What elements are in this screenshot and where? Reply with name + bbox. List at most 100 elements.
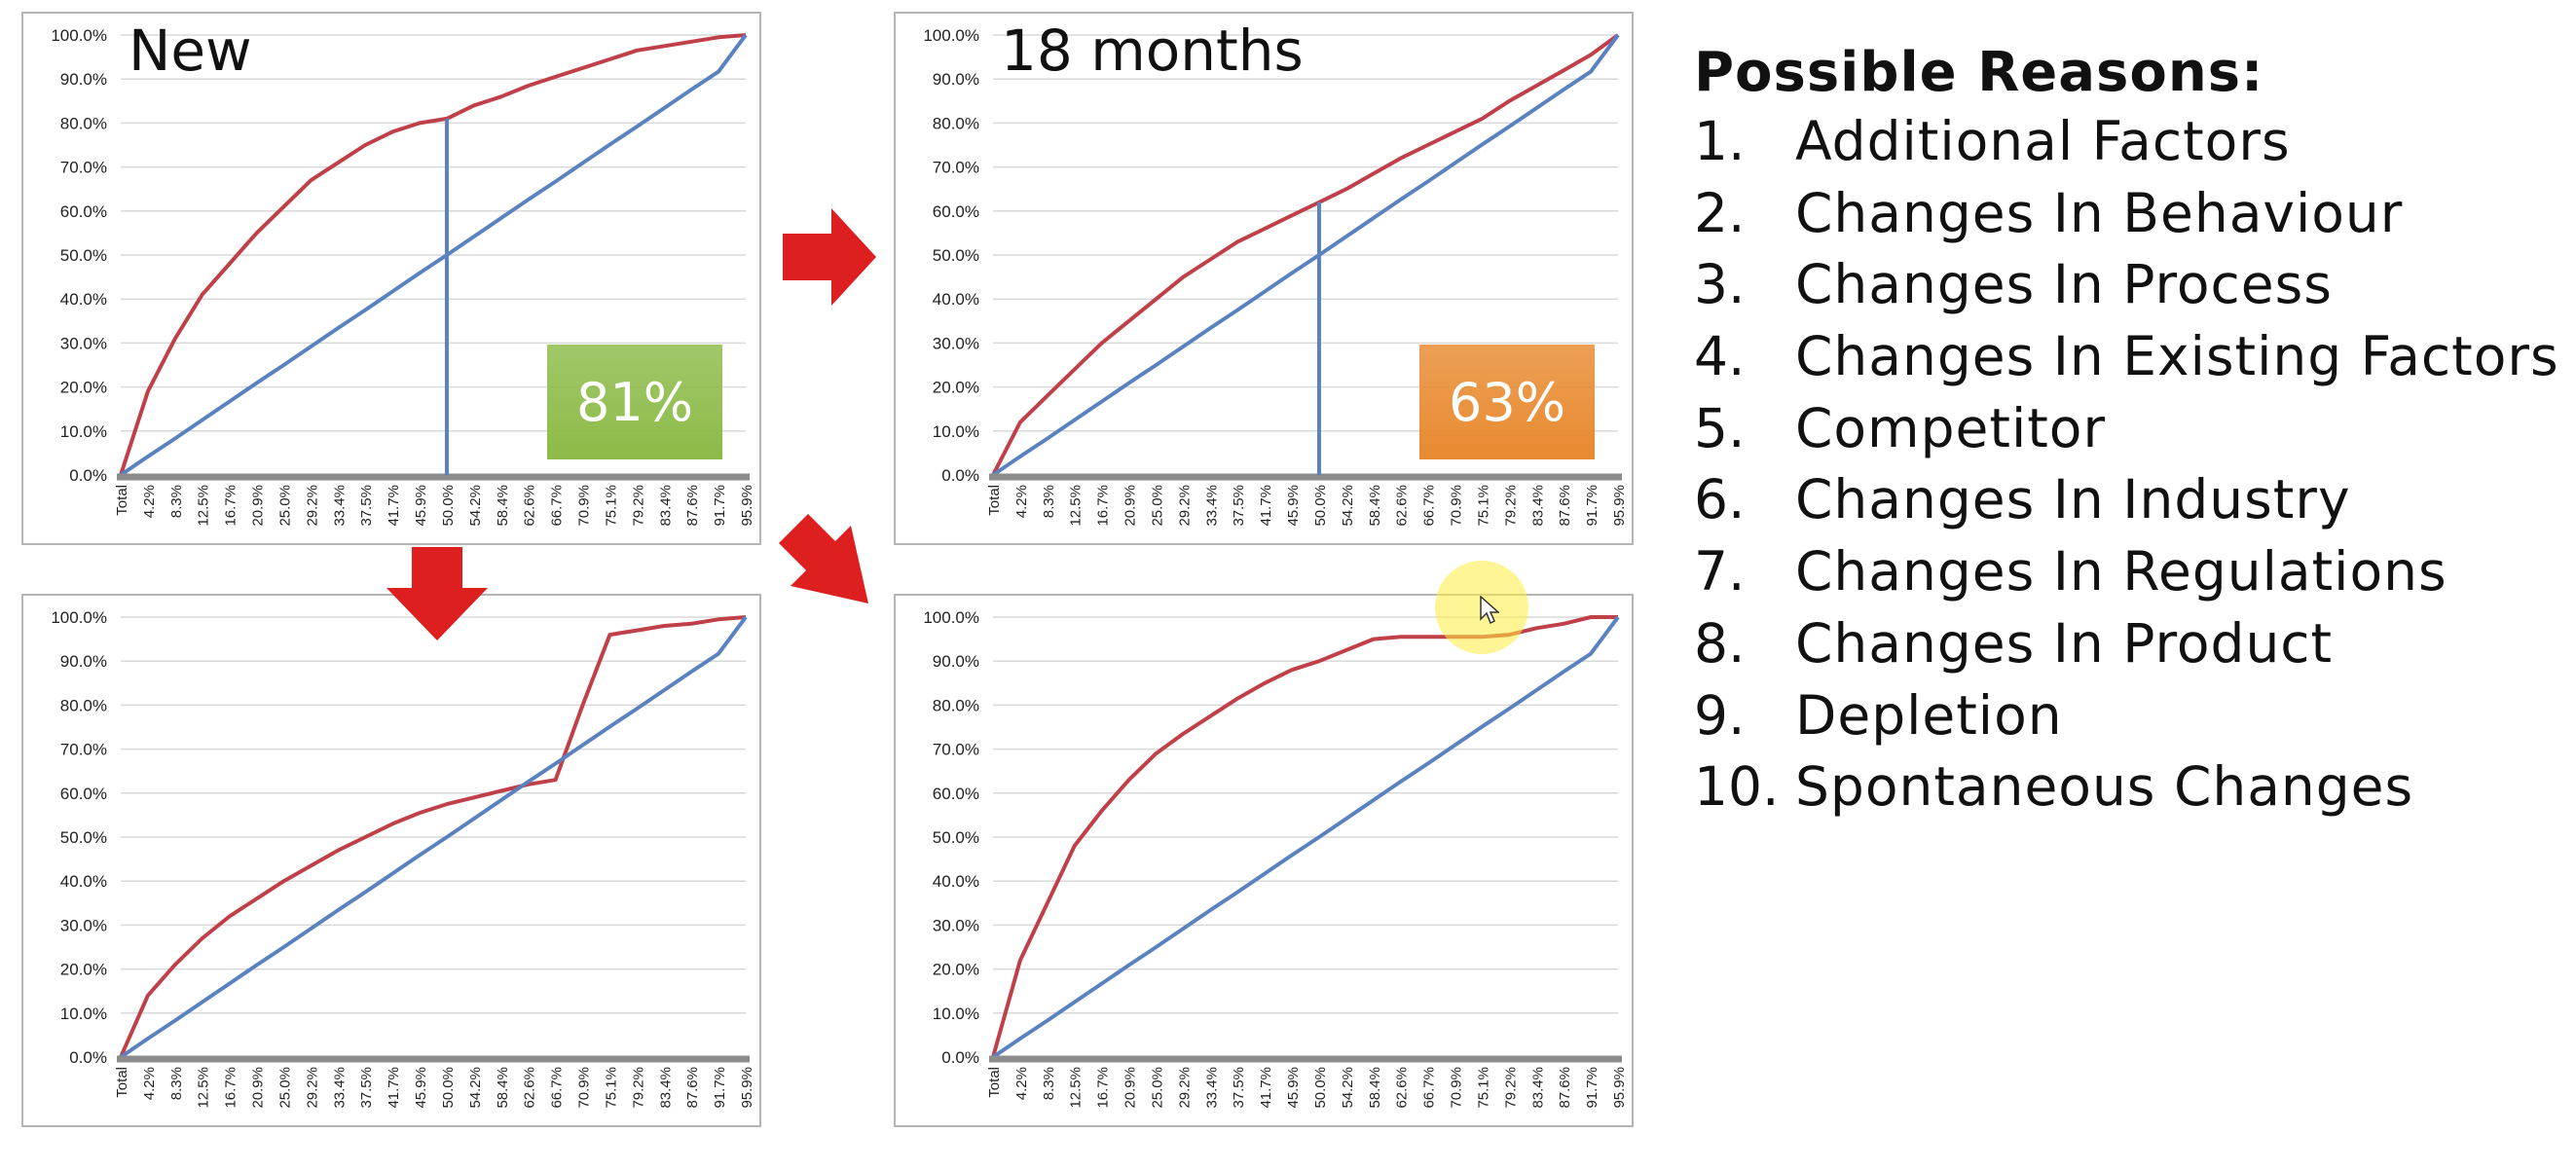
y-tick-label: 10.0% (60, 422, 107, 441)
y-tick-label: 0.0% (69, 1048, 107, 1067)
y-tick-label: 80.0% (60, 114, 107, 132)
chart-svg: 0.0% 10.0% 20.0% 30.0% 40.0% 50.0% 60.0% 70.0% 8… (51, 608, 755, 1109)
x-tick-label: 83.4% (1529, 1067, 1546, 1109)
x-tick-label: 87.6% (1557, 1067, 1573, 1109)
x-tick-label: 54.2% (1340, 1067, 1356, 1109)
x-tick-label: 91.7% (1584, 485, 1601, 527)
y-tick-label: 100.0% (51, 608, 107, 627)
x-tick-label: 45.9% (1285, 485, 1302, 527)
x-tick-label: 54.2% (1340, 485, 1356, 527)
reason-item: 8. Changes In Product (1694, 612, 2570, 684)
random-baseline-line (119, 33, 748, 477)
x-tick-label: 25.0% (276, 1067, 293, 1109)
x-tick-label: 95.9% (739, 485, 755, 527)
cumulative-gains-curve (991, 33, 1620, 476)
reason-text: Depletion (1795, 683, 2063, 747)
reason-text: Changes In Behaviour (1795, 181, 2404, 244)
reason-number: 3. (1694, 253, 1746, 316)
y-tick-label: 90.0% (60, 652, 107, 671)
reason-item: 7. Changes In Regulations (1694, 540, 2570, 612)
x-tick-label: 70.9% (1449, 1067, 1465, 1109)
y-tick-label: 100.0% (923, 608, 979, 627)
chart-svg: 0.0% 10.0% 20.0% 30.0% 40.0% 50.0% 60.0% 70.0% 8… (923, 608, 1628, 1109)
random-baseline-line (991, 33, 1620, 477)
y-tick-label: 70.0% (933, 741, 979, 759)
y-tick-label: 80.0% (60, 696, 107, 714)
chart-svg: 0.0% 10.0% 20.0% 30.0% 40.0% 50.0% 60.0% 70.0% 8… (51, 18, 755, 527)
arrow-right-shape (783, 208, 876, 306)
y-tick-label: 90.0% (60, 70, 107, 89)
x-tick-label: 37.5% (358, 1067, 375, 1109)
x-tick-label: 79.2% (1502, 485, 1519, 527)
x-tick-label: 33.4% (331, 1067, 348, 1109)
reason-number: 8. (1694, 611, 1746, 675)
x-tick-label: 41.7% (1258, 485, 1274, 527)
x-tick-label: 16.7% (223, 485, 239, 527)
x-tick-label: 12.5% (196, 485, 212, 527)
x-tick-label: 70.9% (576, 485, 593, 527)
chart-title: New (129, 18, 252, 84)
y-tick-label: 80.0% (933, 114, 979, 132)
x-tick-label: 91.7% (712, 485, 728, 527)
x-tick-label: 12.5% (1068, 1067, 1085, 1109)
x-tick-label: 58.4% (1367, 485, 1383, 527)
chart-title: 18 months (1001, 18, 1304, 84)
x-tick-label: 50.0% (440, 1067, 457, 1109)
x-tick-label: 83.4% (1529, 485, 1546, 527)
y-tick-label: 50.0% (60, 246, 107, 265)
y-tick-label: 70.0% (60, 159, 107, 177)
x-tick-label: 66.7% (1421, 485, 1438, 527)
arrow-diagonal-icon (779, 514, 868, 603)
x-tick-label: 50.0% (1312, 485, 1329, 527)
x-tick-label: 25.0% (276, 485, 293, 527)
x-tick-label: 75.1% (1475, 485, 1491, 527)
y-tick-label: 20.0% (933, 379, 979, 397)
y-tick-label: 10.0% (933, 1005, 979, 1023)
x-tick-label: 95.9% (739, 1067, 755, 1109)
x-tick-label: 87.6% (1557, 485, 1573, 527)
x-tick-label: 62.6% (522, 485, 538, 527)
reason-number: 1. (1694, 110, 1746, 172)
x-tick-label: 70.9% (1449, 485, 1465, 527)
y-tick-label: 40.0% (60, 872, 107, 891)
arrow-right-icon (783, 208, 876, 306)
x-tick-label: Total (986, 485, 1003, 516)
reason-number: 10. (1694, 755, 1780, 819)
reasons-heading: Possible Reasons: (1694, 41, 2264, 104)
y-tick-label: 0.0% (941, 466, 979, 485)
reason-item: 2. Changes In Behaviour (1694, 182, 2570, 254)
x-tick-label: 79.2% (630, 485, 646, 527)
arrow-diagonal-shape (779, 514, 868, 603)
x-tick-label: 29.2% (1176, 1067, 1193, 1109)
reason-item: 4. Changes In Existing Factors (1694, 325, 2570, 397)
y-tick-label: 20.0% (933, 961, 979, 979)
x-tick-label: 87.6% (684, 485, 701, 527)
x-tick-label: 8.3% (168, 485, 185, 518)
x-tick-label: 95.9% (1611, 1067, 1628, 1109)
x-tick-label: 25.0% (1149, 485, 1165, 527)
value-badge-label: 81% (576, 372, 693, 433)
x-tick-label: 25.0% (1149, 1067, 1165, 1109)
x-tick-label: 33.4% (331, 485, 348, 527)
x-tick-label: 79.2% (1502, 1067, 1519, 1109)
arrow-down-shape (386, 547, 488, 640)
y-tick-label: 0.0% (69, 466, 107, 485)
y-tick-label: 90.0% (933, 70, 979, 89)
x-tick-label: 58.4% (495, 485, 511, 527)
x-tick-label: 54.2% (467, 1067, 484, 1109)
reason-text: Changes In Product (1795, 611, 2334, 675)
y-tick-label: 40.0% (933, 290, 979, 309)
y-tick-label: 20.0% (60, 379, 107, 397)
x-tick-label: 45.9% (413, 485, 429, 527)
x-tick-label: Total (114, 1067, 130, 1098)
reason-number: 7. (1694, 540, 1746, 603)
reason-number: 4. (1694, 325, 1746, 388)
x-tick-label: 62.6% (1394, 1067, 1411, 1109)
x-tick-label: 62.6% (1394, 485, 1411, 527)
x-tick-label: Total (986, 1067, 1003, 1098)
reason-text: Competitor (1795, 396, 2107, 459)
x-tick-label: 62.6% (522, 1067, 538, 1109)
reason-item: 6. Changes In Industry (1694, 468, 2570, 540)
x-tick-label: 54.2% (467, 485, 484, 527)
y-tick-label: 60.0% (933, 785, 979, 803)
